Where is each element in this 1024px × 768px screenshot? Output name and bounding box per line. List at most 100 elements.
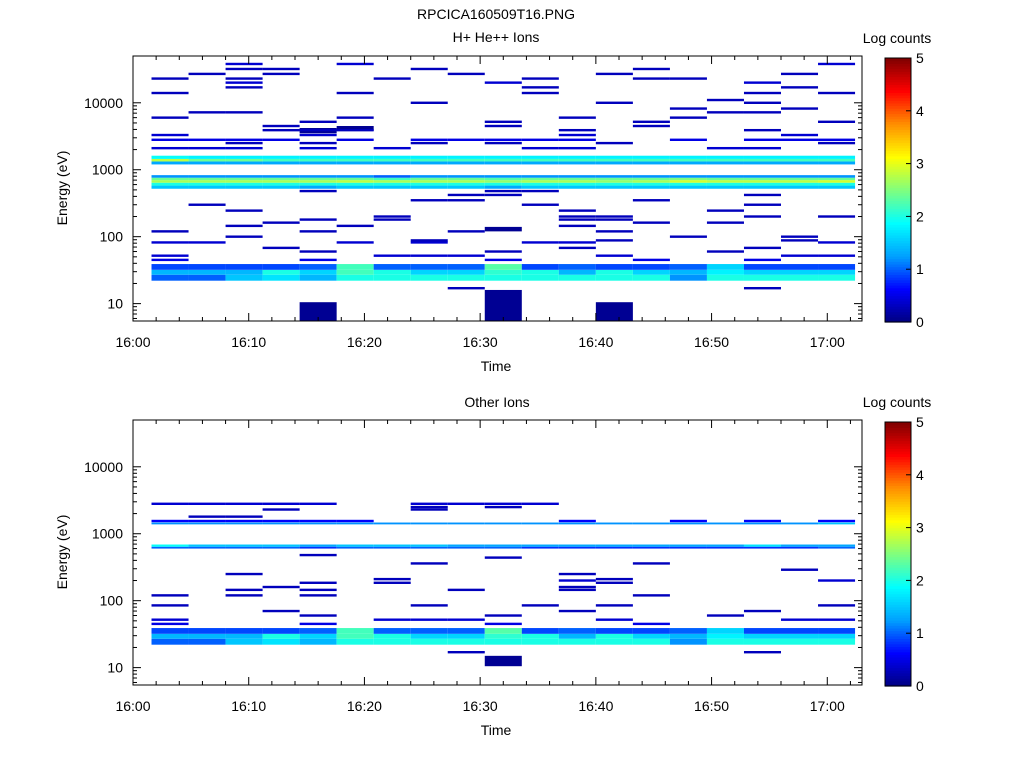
heatmap-cell [299,141,337,145]
colorbar-segment [885,532,911,537]
heatmap-cell [484,258,522,262]
x-tick-label: 16:10 [231,334,266,350]
x-tick-label: 16:30 [463,334,498,350]
heatmap-cell [706,546,744,549]
heatmap-cell [484,193,522,197]
heatmap-cell [188,522,226,525]
heatmap-cell [188,519,226,523]
heatmap-cell [818,138,856,141]
heatmap-cell [447,177,485,181]
heatmap-cell [262,502,300,505]
heatmap-cell [595,175,633,178]
heatmap-cell [484,522,522,525]
heatmap-cell [299,133,337,137]
heatmap-cell [595,158,633,162]
heatmap-cell [262,155,300,159]
colorbar-segment [885,511,911,515]
heatmap-cell [262,221,300,224]
heatmap-cell [706,614,744,617]
heatmap-cell [632,120,670,124]
colorbar-segment [885,242,911,247]
heatmap-cell [743,258,781,262]
colorbar-segment [885,556,911,560]
heatmap-cell [151,133,189,137]
heatmap-cell [521,138,559,141]
heatmap-cell [151,146,189,150]
heatmap-cell [781,185,819,189]
heatmap-cell [410,544,448,547]
colorbar-segment [885,585,911,589]
heatmap-cell [299,185,337,189]
heatmap-cell [225,269,263,275]
heatmap-cell [781,638,819,645]
colorbar-segment [885,604,911,608]
colorbar-segment [885,569,911,574]
heatmap-cell [632,199,670,202]
heatmap-cell [336,155,374,159]
heatmap-cell [336,185,374,189]
colorbar-tick-label: 1 [916,625,924,641]
heatmap-cell [225,177,263,181]
heatmap-cell [558,138,596,141]
colorbar-segment [885,253,911,257]
colorbar-segment [885,577,911,581]
heatmap-cell [188,185,226,189]
heatmap-cell [558,241,596,244]
x-tick-label: 16:30 [463,698,498,714]
heatmap-cell [484,505,522,509]
colorbar-segment [885,514,911,518]
heatmap-cell [818,264,856,270]
colorbar-segment [885,683,911,687]
colorbar-segment [885,583,911,587]
colorbar-segment [885,456,911,460]
colorbar-segment [885,614,911,618]
colorbar-segment [885,200,911,204]
colorbar-segment [885,118,911,122]
heatmap-cell [336,158,374,162]
colorbar-segment [885,643,911,647]
colorbar-segment [885,298,911,302]
colorbar-segment [885,564,911,568]
heatmap-cell [595,155,633,159]
colorbar-segment [885,664,911,669]
colorbar-segment [885,554,911,558]
heatmap-cell [743,91,781,95]
heatmap-cell [484,614,522,617]
heatmap-cell [262,508,300,511]
colorbar-segment [885,654,911,658]
heatmap-cell [632,633,670,639]
heatmap-cell [706,221,744,224]
heatmap-cell [558,161,596,165]
heatmap-cell [669,519,707,523]
heatmap-cell [818,544,856,547]
heatmap-cell [484,138,522,141]
x-tick-label: 16:50 [694,698,729,714]
heatmap-cell [188,175,226,178]
heatmap-cell [595,101,633,104]
heatmap-cell [188,638,226,645]
heatmap-cell [669,77,707,80]
colorbar-segment [885,429,911,434]
heatmap-cell [299,258,337,262]
heatmap-cell [151,546,189,549]
heatmap-cell [151,264,189,270]
y-tick-label: 1000 [92,162,123,178]
heatmap-cell [484,556,522,559]
heatmap-cell [447,546,485,549]
colorbar-segment [885,503,911,508]
heatmap-cell [818,180,856,183]
colorbar-segment [885,567,911,571]
heatmap-cell [299,218,337,221]
heatmap-cell [151,544,189,547]
colorbar-segment [885,134,911,138]
heatmap-cell [299,519,337,523]
heatmap-cell [558,522,596,525]
heatmap-cell [151,622,189,626]
colorbar-segment [885,453,911,457]
heatmap-cell [521,269,559,275]
y-tick-label: 100 [100,229,124,245]
heatmap-cell [558,519,596,523]
heatmap-cell [484,161,522,165]
x-tick-label: 16:20 [347,698,382,714]
heatmap-cell [410,505,448,509]
